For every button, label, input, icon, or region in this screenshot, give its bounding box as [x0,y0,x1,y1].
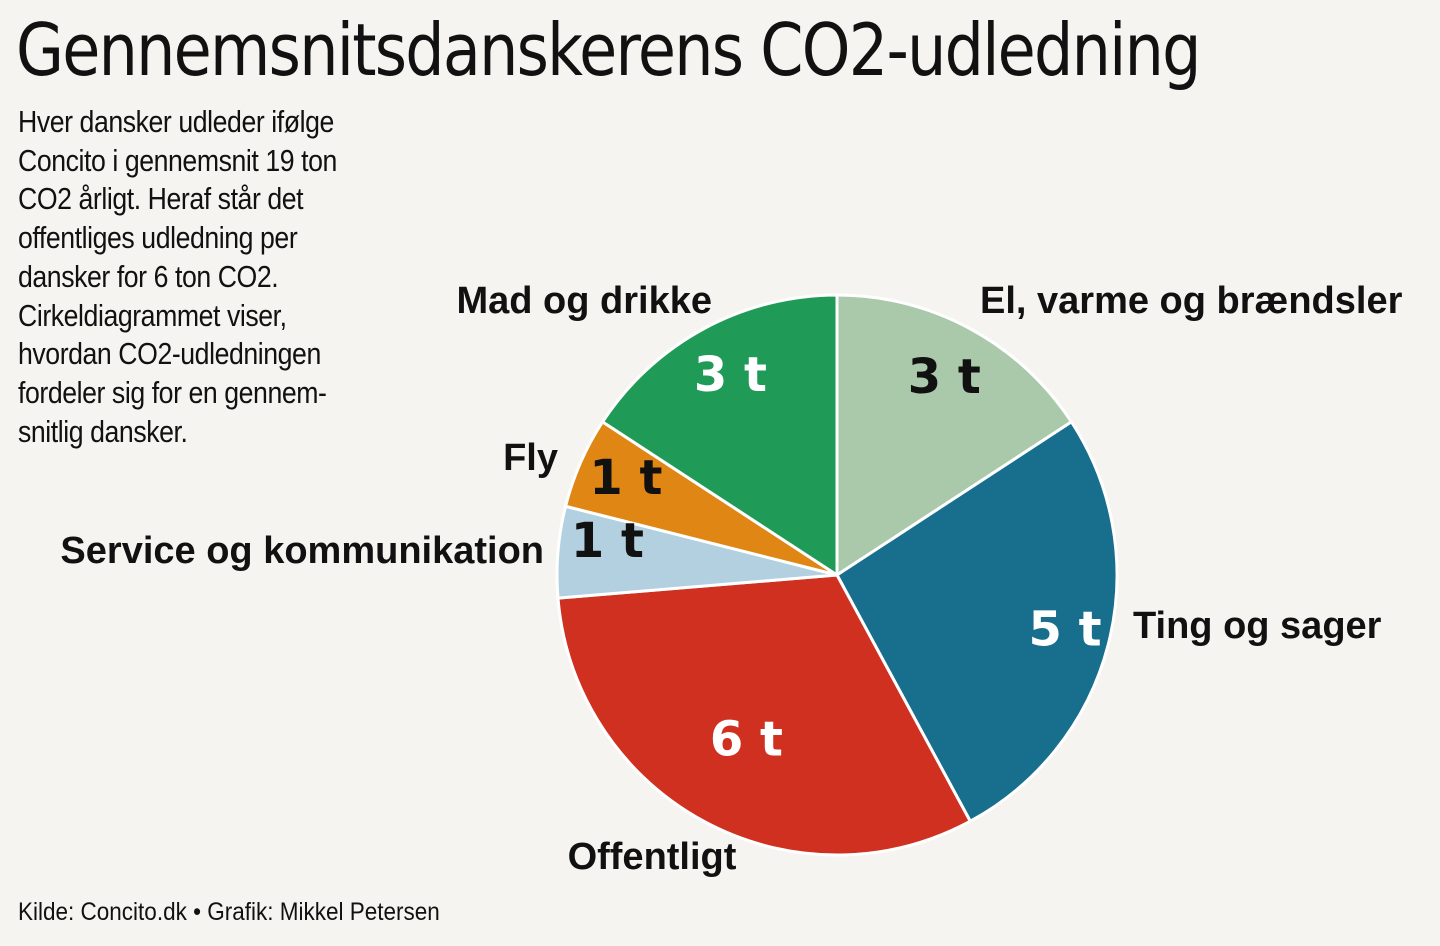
slice-value-label: 3 t [694,347,767,403]
slice-value-label: 3 t [908,349,981,405]
subtitle-line: fordeler sig for en gennem- [18,374,327,410]
chart-subtitle: Hver dansker udleder ifølge Concito i ge… [18,103,422,451]
slice-category-label: Mad og drikke [457,280,713,322]
slice-category-label: Offentligt [568,836,737,878]
slice-category-label: Service og kommunikation [60,530,544,572]
subtitle-line: CO2 årligt. Heraf står det [18,181,304,217]
subtitle-line: dansker for 6 ton CO2. [18,258,279,294]
slice-value-label: 1 t [571,513,644,569]
source-credit: Kilde: Concito.dk • Grafik: Mikkel Peter… [18,898,440,926]
pie-slice [556,573,973,857]
slice-category-label: Fly [503,437,558,479]
slice-category-label: Ting og sager [1133,605,1382,647]
slice-value-label: 1 t [589,450,662,506]
pie-slice [600,293,839,578]
pie-slice [835,419,1119,824]
subtitle-line: Hver dansker udleder ifølge [18,104,334,139]
subtitle-line: Cirkeldiagrammet viser, [18,297,287,333]
subtitle-line: snitlig dansker. [18,413,188,449]
chart-title: Gennemsnitsdanskerens CO2-udledning [16,8,1201,92]
pie-slice [835,293,1074,578]
slice-category-label: El, varme og brændsler [980,280,1403,322]
slice-value-label: 5 t [1028,602,1101,658]
subtitle-line: offentliges udledning per [18,220,298,256]
subtitle-line: hvordan CO2-udledningen [18,336,321,372]
slice-value-label: 6 t [710,711,783,767]
subtitle-line: Concito i gennemsnit 19 ton [18,142,337,178]
